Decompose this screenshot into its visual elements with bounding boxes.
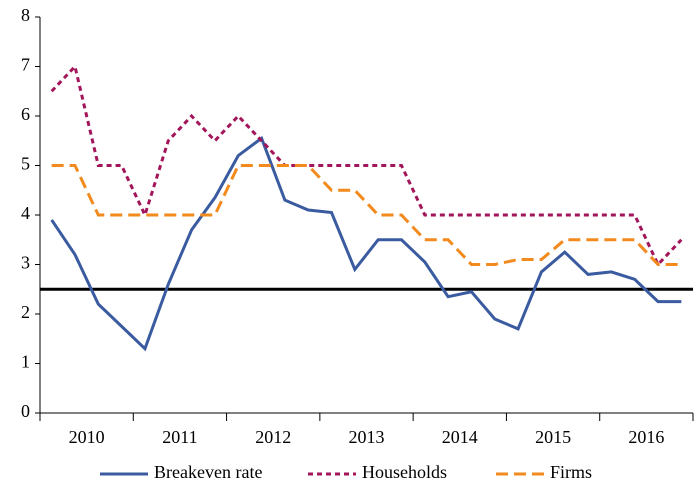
- y-tick-label: 4: [21, 203, 30, 223]
- y-tick-label: 7: [21, 55, 30, 75]
- legend-label: Breakeven rate: [154, 462, 262, 482]
- y-tick-label: 0: [21, 401, 30, 421]
- x-tick-label: 2014: [442, 427, 478, 447]
- y-tick-label: 8: [21, 5, 30, 25]
- series-line: [50, 63, 683, 268]
- x-tick-label: 2013: [349, 427, 385, 447]
- y-tick-label: 3: [21, 253, 30, 273]
- series-line: [50, 135, 682, 352]
- x-tick-label: 2012: [255, 427, 291, 447]
- x-tick-label: 2010: [69, 427, 105, 447]
- y-tick-label: 1: [21, 352, 30, 372]
- y-tick-label: 6: [21, 104, 30, 124]
- y-tick-label: 2: [21, 302, 30, 322]
- legend-label: Firms: [550, 462, 592, 482]
- x-tick-label: 2016: [628, 427, 664, 447]
- series-line: [51, 164, 682, 266]
- legend-label: Households: [362, 462, 447, 482]
- y-tick-label: 5: [21, 154, 30, 174]
- x-tick-label: 2015: [535, 427, 571, 447]
- x-tick-label: 2011: [162, 427, 197, 447]
